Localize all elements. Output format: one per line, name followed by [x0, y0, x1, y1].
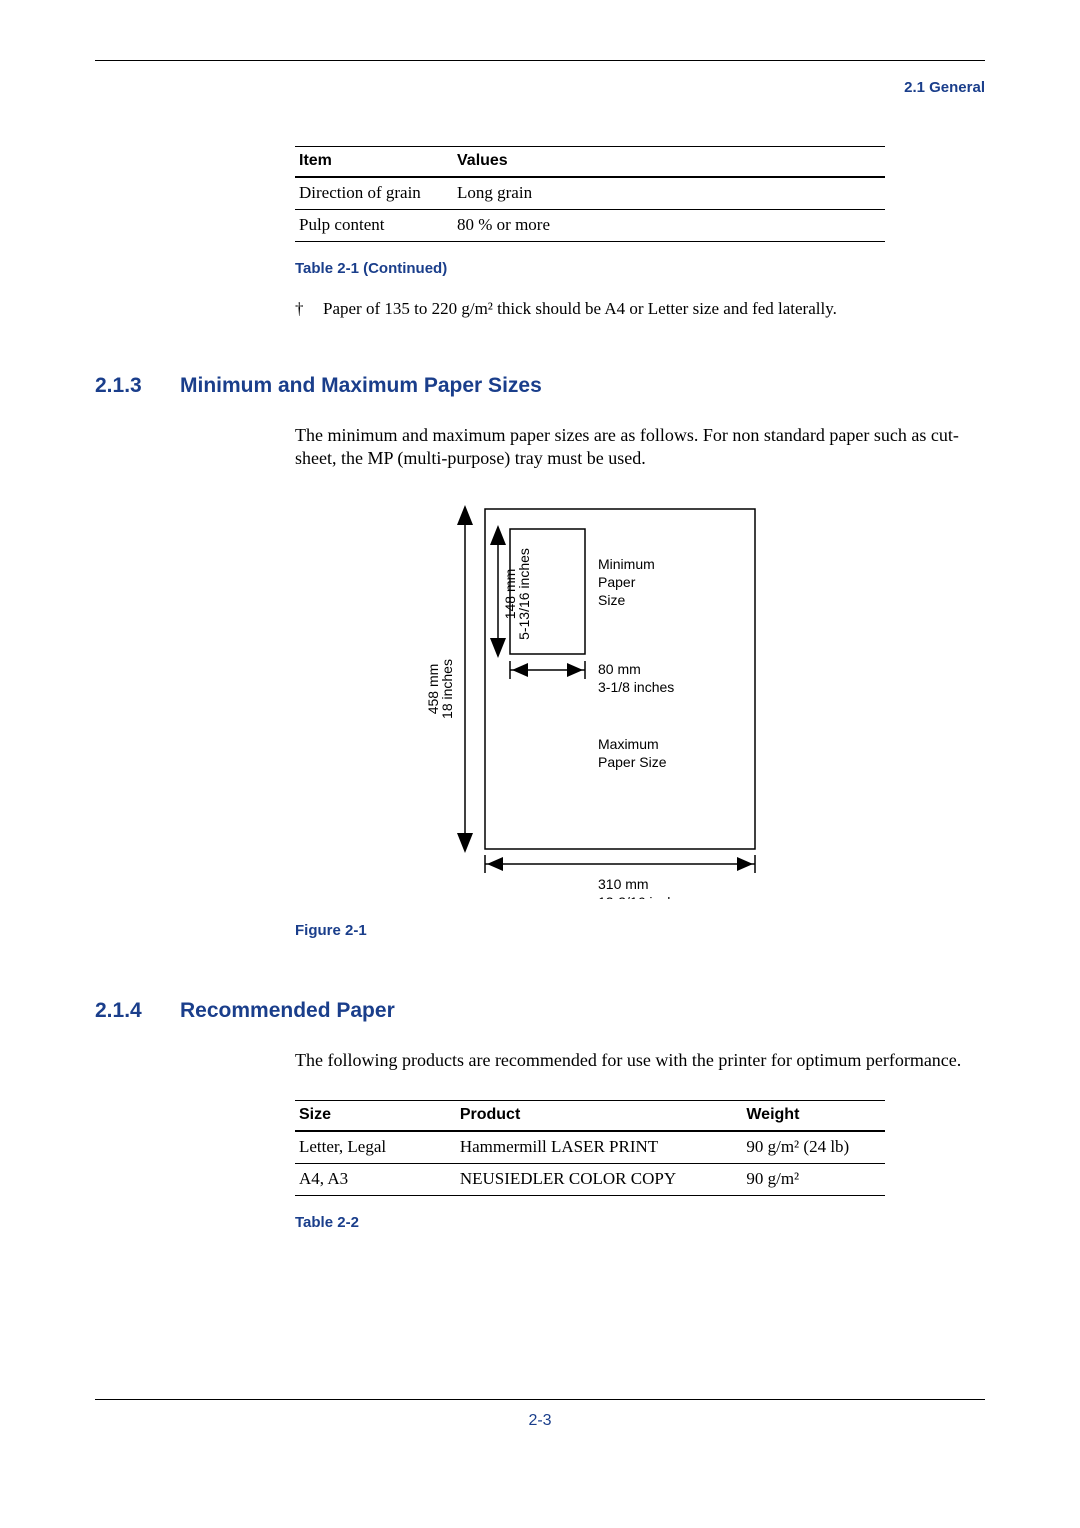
table-2-1-caption: Table 2-1 (Continued)	[295, 260, 985, 277]
min-label-2: Paper	[598, 574, 636, 590]
arrowhead-icon	[490, 525, 506, 545]
section-title: Minimum and Maximum Paper Sizes	[180, 374, 542, 397]
section-2-1-3-heading: 2.1.3Minimum and Maximum Paper Sizes	[95, 374, 985, 398]
arrowhead-icon	[487, 857, 503, 871]
cell-weight: 90 g/m²	[742, 1164, 885, 1196]
cell-weight: 90 g/m² (24 lb)	[742, 1131, 885, 1164]
max-label-1: Maximum	[598, 736, 659, 752]
th-values: Values	[453, 147, 885, 178]
cell-item: Pulp content	[295, 210, 453, 242]
section-number: 2.1.4	[95, 999, 180, 1023]
figure-2-1: 458 mm 18 inches 148 mm 5-13/16 inches M…	[380, 499, 985, 904]
page: 2.1 General Item Values Direction of gra…	[95, 60, 985, 1450]
th-item: Item	[295, 147, 453, 178]
section-2-1-3-body: The minimum and maximum paper sizes are …	[295, 424, 985, 471]
arrowhead-icon	[490, 638, 506, 658]
arrowhead-icon	[512, 663, 528, 677]
table-header-row: Size Product Weight	[295, 1101, 885, 1132]
section-title: Recommended Paper	[180, 999, 395, 1022]
cell-size: Letter, Legal	[295, 1131, 456, 1164]
section-2-1-4-heading: 2.1.4Recommended Paper	[95, 999, 985, 1023]
section-2-1-4-body: The following products are recommended f…	[295, 1049, 985, 1072]
cell-size: A4, A3	[295, 1164, 456, 1196]
cell-product: Hammermill LASER PRINT	[456, 1131, 743, 1164]
running-header: 2.1 General	[95, 79, 985, 96]
footnote: †Paper of 135 to 220 g/m² thick should b…	[295, 299, 985, 319]
outer-width-mm-label: 310 mm	[598, 876, 649, 892]
table-row: Pulp content 80 % or more	[295, 210, 885, 242]
inner-height-in-label: 5-13/16 inches	[516, 548, 532, 640]
th-product: Product	[456, 1101, 743, 1132]
arrowhead-icon	[737, 857, 753, 871]
cell-item: Direction of grain	[295, 177, 453, 210]
max-label-2: Paper Size	[598, 754, 667, 770]
outer-width-in-label: 12-3/16 inches	[598, 894, 690, 899]
table-row: A4, A3 NEUSIEDLER COLOR COPY 90 g/m²	[295, 1164, 885, 1196]
inner-width-in-label: 3-1/8 inches	[598, 679, 674, 695]
cell-product: NEUSIEDLER COLOR COPY	[456, 1164, 743, 1196]
section-number: 2.1.3	[95, 374, 180, 398]
inner-width-mm-label: 80 mm	[598, 661, 641, 677]
figure-2-1-caption: Figure 2-1	[295, 922, 985, 939]
table-row: Letter, Legal Hammermill LASER PRINT 90 …	[295, 1131, 885, 1164]
page-number: 2-3	[95, 1412, 985, 1430]
table-row: Direction of grain Long grain	[295, 177, 885, 210]
footnote-marker: †	[295, 299, 323, 319]
footnote-text: Paper of 135 to 220 g/m² thick should be…	[323, 299, 837, 318]
min-label-1: Minimum	[598, 556, 655, 572]
arrowhead-icon	[457, 505, 473, 525]
min-label-3: Size	[598, 592, 625, 608]
top-rule	[95, 60, 985, 61]
outer-height-in-label: 18 inches	[439, 659, 455, 719]
cell-values: Long grain	[453, 177, 885, 210]
table-2-2-caption: Table 2-2	[295, 1214, 985, 1231]
table-2-2: Size Product Weight Letter, Legal Hammer…	[295, 1100, 885, 1196]
arrowhead-icon	[457, 833, 473, 853]
cell-values: 80 % or more	[453, 210, 885, 242]
th-size: Size	[295, 1101, 456, 1132]
arrowhead-icon	[567, 663, 583, 677]
paper-size-diagram: 458 mm 18 inches 148 mm 5-13/16 inches M…	[380, 499, 800, 899]
table-2-1: Item Values Direction of grain Long grai…	[295, 146, 885, 242]
footer-rule	[95, 1399, 985, 1400]
th-weight: Weight	[742, 1101, 885, 1132]
table-header-row: Item Values	[295, 147, 885, 178]
